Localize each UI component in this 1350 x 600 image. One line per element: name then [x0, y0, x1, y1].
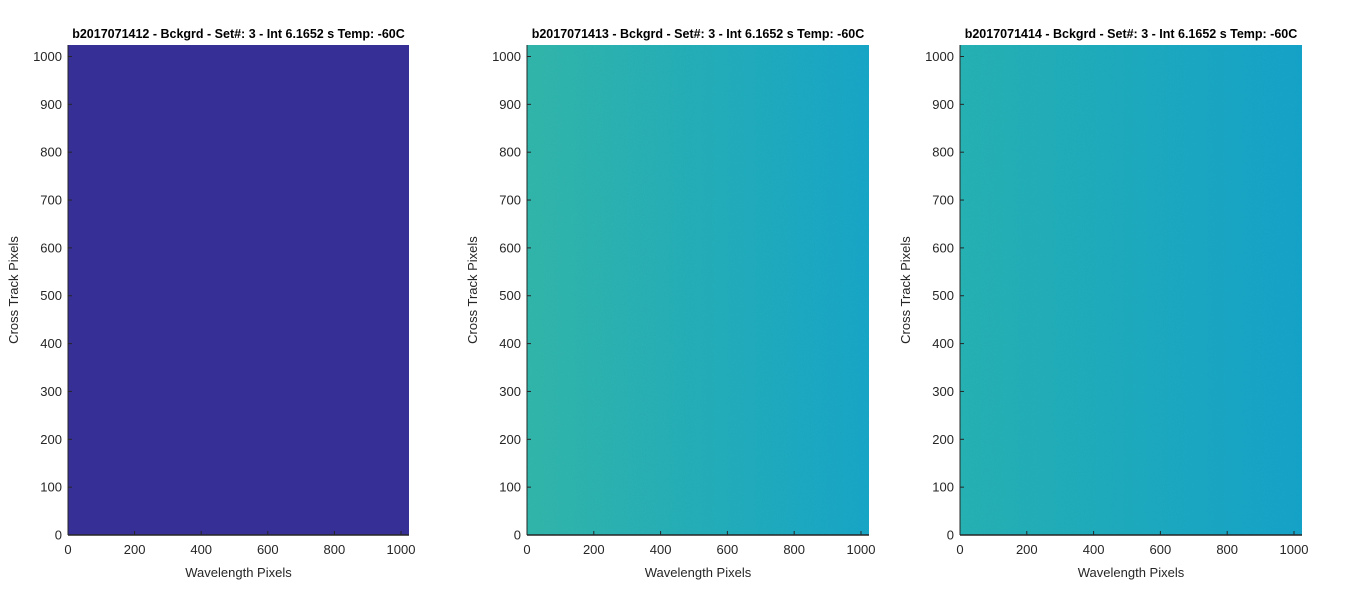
chart-0-y-tick-label-5: 500 — [40, 288, 62, 303]
chart-0-y-tick-label-7: 700 — [40, 193, 62, 208]
chart-0-x-tick-label-0: 0 — [64, 542, 71, 557]
chart-0-x-tick-label-1: 200 — [124, 542, 146, 557]
chart-0-title: b2017071412 - Bckgrd - Set#: 3 - Int 6.1… — [72, 27, 405, 41]
chart-2-y-axis-label: Cross Track Pixels — [898, 236, 913, 344]
chart-2-y-tick-label-2: 200 — [932, 432, 954, 447]
chart-1-x-axis-label: Wavelength Pixels — [645, 565, 752, 580]
chart-1-x-tick-label-2: 400 — [650, 542, 672, 557]
chart-1-x-tick-label-4: 800 — [783, 542, 805, 557]
chart-1-y-tick-label-1: 100 — [499, 480, 521, 495]
chart-2-y-tick-label-9: 900 — [932, 97, 954, 112]
chart-0-y-tick-label-10: 1000 — [33, 49, 62, 64]
chart-2-x-axis-label: Wavelength Pixels — [1078, 565, 1185, 580]
chart-0-heatmap-image — [68, 45, 409, 535]
chart-1-y-tick-label-0: 0 — [514, 528, 521, 543]
chart-2-y-tick-label-6: 600 — [932, 240, 954, 255]
chart-2-x-tick-label-4: 800 — [1216, 542, 1238, 557]
chart-0-x-tick-label-2: 400 — [190, 542, 212, 557]
chart-0-y-tick-label-2: 200 — [40, 432, 62, 447]
chart-1-heatmap-noise — [527, 45, 869, 535]
chart-2-y-tick-label-7: 700 — [932, 193, 954, 208]
chart-2-y-tick-label-10: 1000 — [925, 49, 954, 64]
chart-2-title: b2017071414 - Bckgrd - Set#: 3 - Int 6.1… — [965, 27, 1298, 41]
chart-2-x-tick-label-1: 200 — [1016, 542, 1038, 557]
chart-0-y-tick-label-8: 800 — [40, 145, 62, 160]
chart-1-y-tick-label-8: 800 — [499, 145, 521, 160]
chart-0-y-tick-label-3: 300 — [40, 384, 62, 399]
chart-0-x-tick-label-4: 800 — [324, 542, 346, 557]
chart-0-x-axis-label: Wavelength Pixels — [185, 565, 292, 580]
chart-1-y-tick-label-10: 1000 — [492, 49, 521, 64]
chart-1-y-tick-label-3: 300 — [499, 384, 521, 399]
chart-1-y-axis-label: Cross Track Pixels — [465, 236, 480, 344]
chart-1-y-tick-label-4: 400 — [499, 336, 521, 351]
chart-2-x-tick-label-2: 400 — [1083, 542, 1105, 557]
chart-0-y-tick-label-9: 900 — [40, 97, 62, 112]
chart-2-y-tick-label-5: 500 — [932, 288, 954, 303]
chart-1-y-tick-label-2: 200 — [499, 432, 521, 447]
chart-0-y-tick-label-0: 0 — [55, 528, 62, 543]
chart-2-y-tick-label-0: 0 — [947, 528, 954, 543]
chart-1-title: b2017071413 - Bckgrd - Set#: 3 - Int 6.1… — [532, 27, 865, 41]
chart-0-x-tick-label-5: 1000 — [387, 542, 416, 557]
chart-0-x-tick-label-3: 600 — [257, 542, 279, 557]
chart-1-x-tick-label-0: 0 — [523, 542, 530, 557]
chart-0-y-axis-label: Cross Track Pixels — [6, 236, 21, 344]
chart-2-y-tick-label-4: 400 — [932, 336, 954, 351]
chart-2-y-tick-label-1: 100 — [932, 480, 954, 495]
chart-1-y-tick-label-7: 700 — [499, 193, 521, 208]
chart-2-y-tick-label-8: 800 — [932, 145, 954, 160]
chart-1-y-tick-label-6: 600 — [499, 240, 521, 255]
chart-1-x-tick-label-1: 200 — [583, 542, 605, 557]
chart-2-x-tick-label-3: 600 — [1150, 542, 1172, 557]
chart-0-y-tick-label-1: 100 — [40, 480, 62, 495]
chart-2-x-tick-label-0: 0 — [956, 542, 963, 557]
chart-1-y-tick-label-9: 900 — [499, 97, 521, 112]
chart-1-x-tick-label-5: 1000 — [847, 542, 876, 557]
chart-2-heatmap-noise — [960, 45, 1302, 535]
chart-1-y-tick-label-5: 500 — [499, 288, 521, 303]
chart-2-y-tick-label-3: 300 — [932, 384, 954, 399]
chart-0-panel: 0 200 400 600 800 1000 0 100 200 300 400 500 600 700 8… — [6, 27, 415, 580]
chart-2-panel: 0 200 400 600 800 1000 0 100 200 300 400 500 600 700 8… — [898, 27, 1308, 580]
chart-2-x-tick-label-5: 1000 — [1280, 542, 1309, 557]
chart-1-panel: 0 200 400 600 800 1000 0 100 200 300 400 500 600 700 8… — [465, 27, 875, 580]
chart-0-y-tick-label-6: 600 — [40, 240, 62, 255]
chart-0-y-tick-label-4: 400 — [40, 336, 62, 351]
chart-1-x-tick-label-3: 600 — [717, 542, 739, 557]
